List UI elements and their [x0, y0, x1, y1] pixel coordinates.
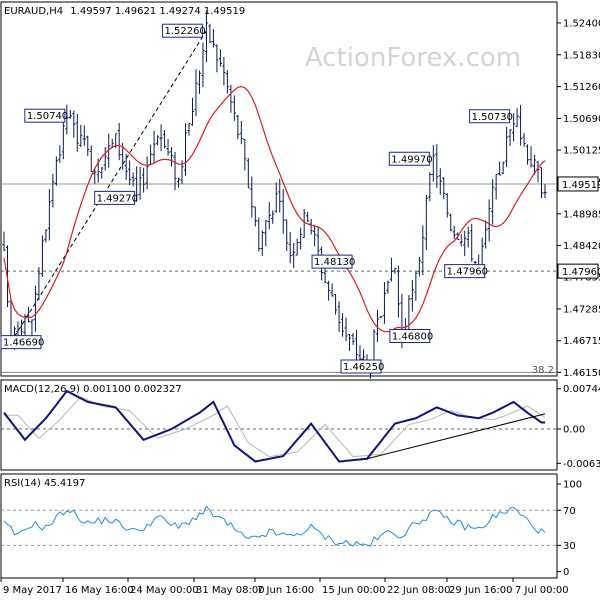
price-y-tick-label: 1.50125 — [563, 146, 600, 157]
price-callout-label: 1.49970 — [391, 154, 432, 165]
macd-y-tick-label: 0.007441 — [563, 384, 600, 395]
x-tick-label: 15 Jun 00:00 — [322, 585, 386, 596]
price-callout-label: 1.46690 — [3, 338, 44, 349]
macd-lines — [3, 389, 546, 463]
x-tick-label: 16 May 16:00 — [65, 585, 134, 596]
macd-y-axis: 0.007441 0.00 -0.006332 — [557, 384, 600, 470]
price-callout-label: 1.50730 — [472, 112, 513, 123]
price-callout-box — [0, 335, 42, 350]
price-callout-label: 1.46250 — [343, 362, 384, 373]
moving-average-line — [3, 85, 546, 333]
price-callout-box — [94, 190, 136, 205]
rsi-y-tick-label: 100 — [563, 480, 582, 491]
x-tick-label: 24 May 00:00 — [130, 585, 199, 596]
price-bars — [2, 10, 547, 379]
rsi-panel: RSI(14) 45.4197 100 70 30 0 — [0, 473, 582, 579]
macd-line — [3, 389, 545, 463]
price-callout-box — [24, 108, 66, 123]
moving-average — [3, 85, 546, 333]
price-y-tick-label: 1.48420 — [563, 241, 600, 252]
rsi-y-axis: 100 70 30 0 — [557, 480, 582, 578]
macd-trendline — [366, 413, 546, 460]
rsi-lines — [3, 505, 546, 547]
rsi-panel-frame — [0, 473, 558, 579]
price-panel-frame — [0, 1, 558, 377]
rsi-y-tick-label: 30 — [563, 541, 576, 552]
x-tick-label: 9 May 2017 — [3, 585, 62, 596]
price-callout-box — [161, 23, 203, 38]
x-tick-label: 7 Jun 16:00 — [257, 585, 314, 596]
price-panel: ActionForex.com EURAUD,H4 1.49597 1.4962… — [0, 1, 600, 379]
x-tick-label: 7 Jul 00:00 — [515, 585, 569, 596]
price-y-tick-label: 1.46715 — [563, 336, 600, 347]
price-callout-label: 1.50740 — [27, 111, 68, 122]
current-price-value: 1.49519 — [562, 180, 600, 191]
price-y-tick-label: 1.50690 — [563, 114, 600, 125]
macd-panel: MACD(12,26,9) 0.001100 0.002327 0.007441… — [0, 379, 600, 471]
rsi-title: RSI(14) 45.4197 — [4, 478, 85, 489]
price-y-tick-label: 1.48985 — [563, 209, 600, 220]
price-y-axis: 1.52400 1.51830 1.51260 1.50690 1.50125 1.495… — [557, 18, 600, 379]
macd-y-tick-label: 0.00 — [563, 425, 585, 436]
rsi-line — [3, 505, 546, 547]
price-y-tick-label: 1.46150 — [563, 368, 600, 379]
x-tick-label: 29 Jun 16:00 — [449, 585, 513, 596]
price-callout-box — [389, 328, 431, 343]
retracement-label: 38.2 — [532, 365, 554, 376]
price-callouts: 1.46690 1.50740 1.52260 1.49270 1.48130 1.468… — [0, 23, 513, 374]
macd-y-tick-label: -0.006332 — [563, 459, 600, 470]
current-price-tag — [557, 176, 599, 192]
price-callout-label: 1.52260 — [164, 26, 205, 37]
price-callout-box — [444, 264, 486, 279]
price-callout-box — [340, 359, 382, 374]
price-y-tick-label: 1.47285 — [563, 304, 600, 315]
price-callout-label: 1.48130 — [314, 257, 355, 268]
macd-title: MACD(12,26,9) 0.001100 0.002327 — [4, 384, 182, 395]
rsi-y-tick-label: 0 — [563, 567, 569, 578]
support-price-tag — [557, 263, 599, 279]
price-callout-box — [311, 254, 353, 269]
ohlc-values: 1.49597 1.49621 1.49274 1.49519 — [70, 6, 245, 17]
price-trendline — [10, 30, 207, 343]
price-y-tick-label: 1.51260 — [563, 82, 600, 93]
support-price-value: 1.47960 — [562, 267, 600, 278]
rsi-y-tick-label: 70 — [563, 506, 576, 517]
price-callout-box — [388, 151, 430, 166]
macd-signal-line — [4, 396, 546, 458]
price-callout-box — [469, 109, 511, 124]
rsi-grid — [1, 509, 557, 546]
price-y-tick-label: 1.51830 — [563, 50, 600, 61]
watermark: ActionForex.com — [305, 43, 521, 73]
price-callout-label: 1.49270 — [97, 193, 138, 204]
price-reference-lines — [1, 183, 557, 373]
x-tick-label: 22 Jun 08:00 — [387, 585, 451, 596]
price-callout-label: 1.46800 — [392, 331, 433, 342]
price-y-tick-label: 1.52400 — [563, 18, 600, 29]
x-tick-label: 31 May 08:00 — [196, 585, 265, 596]
price-callout-label: 1.47960 — [447, 267, 488, 278]
chart-header: EURAUD,H4 1.49597 1.49621 1.49274 1.4951… — [4, 6, 245, 17]
uptrend-line — [10, 30, 207, 343]
symbol-timeframe: EURAUD,H4 — [4, 6, 63, 17]
macd-panel-frame — [0, 379, 558, 471]
